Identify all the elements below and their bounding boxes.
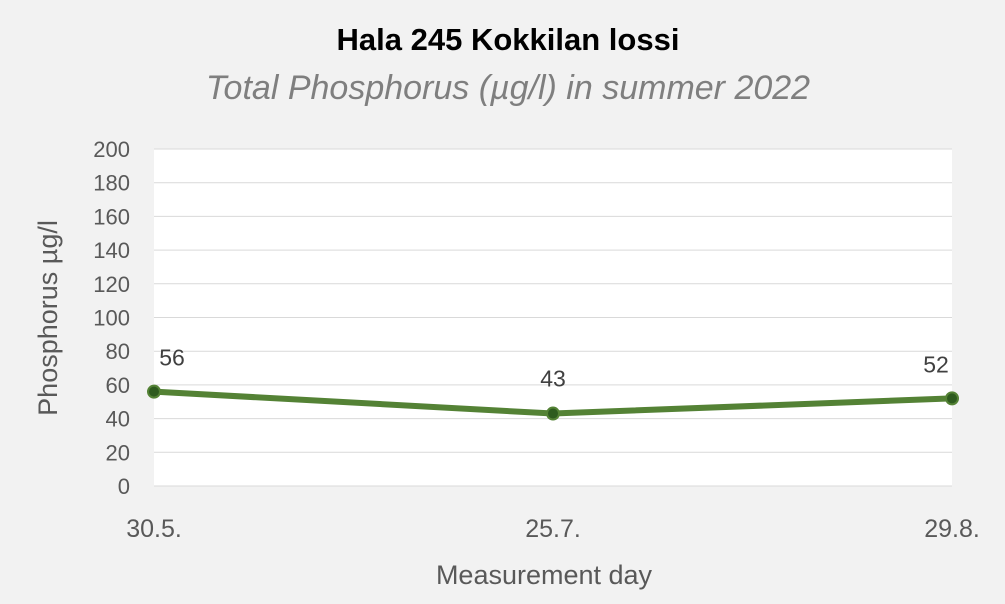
y-tick-label: 120 xyxy=(93,272,130,297)
data-point xyxy=(945,391,959,406)
y-tick-label: 100 xyxy=(93,306,130,331)
x-axis-ticks: 30.5. 25.7. 29.8. xyxy=(126,515,980,543)
data-label: 52 xyxy=(923,351,949,377)
x-tick-label: 30.5. xyxy=(126,515,182,543)
y-axis-label: Phosphorus µg/l xyxy=(33,220,63,416)
y-tick-label: 60 xyxy=(106,373,130,398)
x-tick-label: 25.7. xyxy=(525,515,581,543)
grid-lines xyxy=(154,148,952,487)
chart-subtitle: Total Phosphorus (µg/l) in summer 2022 xyxy=(206,69,810,107)
y-tick-label: 0 xyxy=(118,474,130,499)
data-label: 56 xyxy=(159,345,185,371)
y-tick-label: 160 xyxy=(93,204,130,229)
y-tick-label: 40 xyxy=(106,407,130,432)
data-point xyxy=(546,406,560,421)
y-tick-label: 20 xyxy=(106,440,130,465)
series-group xyxy=(147,384,959,421)
x-axis-label: Measurement day xyxy=(436,560,653,590)
y-tick-label: 140 xyxy=(93,238,130,263)
data-label: 43 xyxy=(540,366,566,392)
y-axis-ticks: 0 20 40 60 80 100 120 140 160 180 200 xyxy=(93,137,130,499)
data-labels: 56 43 52 xyxy=(159,345,949,392)
y-tick-label: 180 xyxy=(93,171,130,196)
y-tick-label: 200 xyxy=(93,137,130,162)
y-tick-label: 80 xyxy=(106,339,130,364)
data-point xyxy=(147,384,161,399)
x-tick-label: 29.8. xyxy=(924,515,980,543)
chart-title: Hala 245 Kokkilan lossi xyxy=(337,22,680,57)
